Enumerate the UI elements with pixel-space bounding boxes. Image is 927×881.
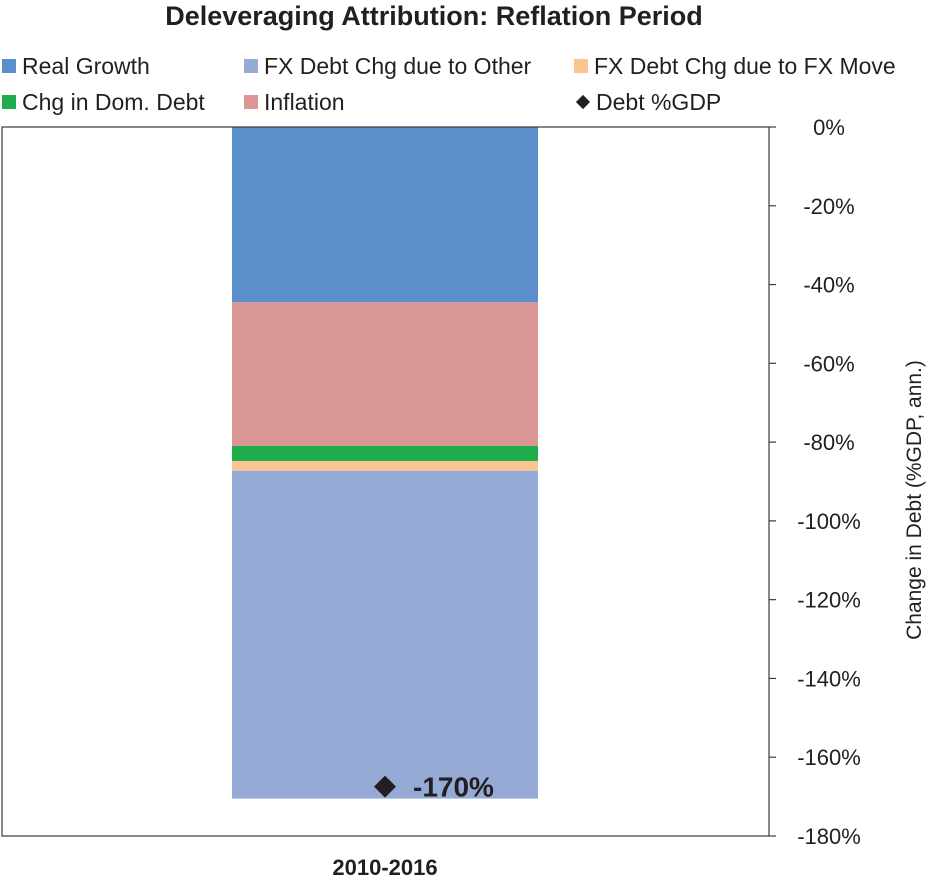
- legend-item-inflation: Inflation: [244, 89, 345, 115]
- legend-item-dom-debt: Chg in Dom. Debt: [2, 89, 205, 115]
- x-category-label: 2010-2016: [332, 855, 438, 880]
- bar-segment-chg-in-dom-debt: [232, 446, 538, 462]
- y-tick-label: -60%: [803, 351, 854, 376]
- legend-label-debt-gdp: Debt %GDP: [596, 88, 722, 115]
- legend-label-dom-debt: Chg in Dom. Debt: [22, 88, 205, 115]
- bar-segment-fx-debt-chg-due-to-other: [232, 470, 538, 799]
- marker-debt-gdp: [374, 775, 396, 798]
- bar-segment-inflation: [232, 302, 538, 447]
- legend-label-fx-move: FX Debt Chg due to FX Move: [594, 52, 896, 79]
- y-axis-title: Change in Debt (%GDP, ann.): [903, 360, 926, 640]
- chart-title: Deleveraging Attribution: Reflation Peri…: [165, 1, 703, 31]
- y-tick-label: -40%: [803, 273, 854, 298]
- y-tick-label: -160%: [797, 745, 861, 770]
- legend-item-real-growth: Real Growth: [2, 53, 150, 79]
- y-tick-label: -120%: [797, 588, 861, 613]
- plot-frame: [1, 126, 770, 837]
- legend-item-fx-move: FX Debt Chg due to FX Move: [574, 53, 896, 79]
- legend-swatch-inflation: [244, 95, 258, 109]
- legend-swatch-real-growth: [2, 59, 16, 73]
- bar-segment-fx-debt-chg-due-to-fx-move: [232, 461, 538, 471]
- legend-label-real-growth: Real Growth: [22, 52, 150, 79]
- legend-label-fx-other: FX Debt Chg due to Other: [264, 52, 532, 79]
- legend-swatch-fx-move: [574, 59, 588, 73]
- y-tick-label: -140%: [797, 666, 861, 691]
- y-tick-label: -180%: [797, 824, 861, 849]
- y-tick-label: 0%: [813, 115, 845, 140]
- bar-segment-real-growth: [232, 127, 538, 303]
- legend-swatch-fx-other: [244, 59, 258, 73]
- y-tick-label: -100%: [797, 509, 861, 534]
- legend-item-debt-gdp: Debt %GDP: [574, 89, 721, 115]
- marker-label-debt-gdp: -170%: [413, 772, 494, 803]
- y-tick-label: -20%: [803, 194, 854, 219]
- legend-item-fx-other: FX Debt Chg due to Other: [244, 53, 531, 79]
- legend-label-inflation: Inflation: [264, 88, 345, 115]
- y-tick-label: -80%: [803, 430, 854, 455]
- legend-swatch-dom-debt: [2, 95, 16, 109]
